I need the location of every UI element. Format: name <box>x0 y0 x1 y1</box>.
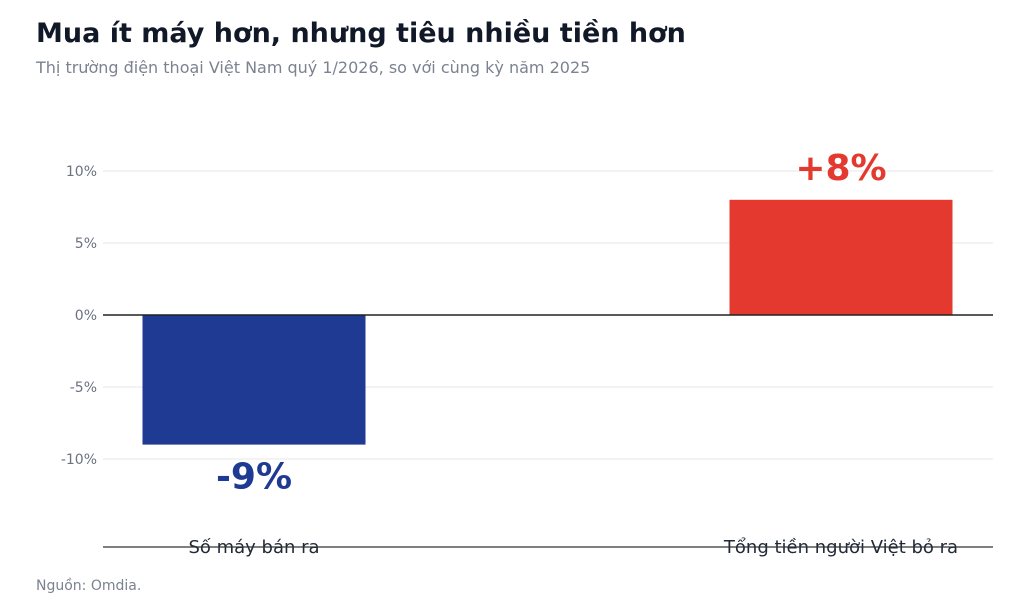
y-tick-label: 10% <box>66 164 97 180</box>
data-label: -9% <box>216 457 292 498</box>
y-tick-label: -5% <box>70 380 97 396</box>
chart-title: Mua ít máy hơn, nhưng tiêu nhiều tiền hơ… <box>36 18 686 49</box>
bar <box>729 199 953 315</box>
y-tick-label: 5% <box>75 236 97 252</box>
y-tick-label: 0% <box>75 308 97 324</box>
source-note: Nguồn: Omdia. <box>36 578 142 594</box>
data-label: +8% <box>795 148 886 189</box>
chart-subtitle: Thị trường điện thoại Việt Nam quý 1/202… <box>36 58 591 77</box>
y-tick-label: -10% <box>61 452 97 468</box>
bar <box>142 315 366 445</box>
